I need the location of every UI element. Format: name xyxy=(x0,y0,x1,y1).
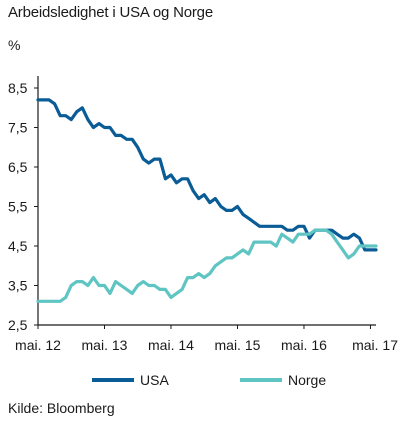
chart-title: Arbeidsledighet i USA og Norge xyxy=(8,4,213,21)
legend-label-usa: USA xyxy=(140,372,169,388)
x-tick-label: mai. 17 xyxy=(352,337,398,353)
y-tick-label: 3,5 xyxy=(8,278,28,294)
y-tick-label: 7,5 xyxy=(8,120,28,136)
x-tick-label: mai. 15 xyxy=(215,337,261,353)
y-tick-label: 8,5 xyxy=(8,80,28,96)
series-line-norge xyxy=(36,228,378,303)
y-tick-label: 6,5 xyxy=(8,159,28,175)
x-tick-label: mai. 13 xyxy=(82,337,128,353)
y-tick-label: 2,5 xyxy=(8,317,28,333)
y-axis-unit: % xyxy=(8,37,20,53)
y-tick-label: 5,5 xyxy=(8,199,28,215)
x-tick-label: mai. 14 xyxy=(148,337,194,353)
x-tick-label: mai. 16 xyxy=(281,337,327,353)
x-tick-label: mai. 12 xyxy=(15,337,61,353)
legend-label-norge: Norge xyxy=(288,372,326,388)
y-tick-label: 4,5 xyxy=(8,238,28,254)
series-line-usa xyxy=(36,98,378,252)
source-note: Kilde: Bloomberg xyxy=(8,400,115,416)
